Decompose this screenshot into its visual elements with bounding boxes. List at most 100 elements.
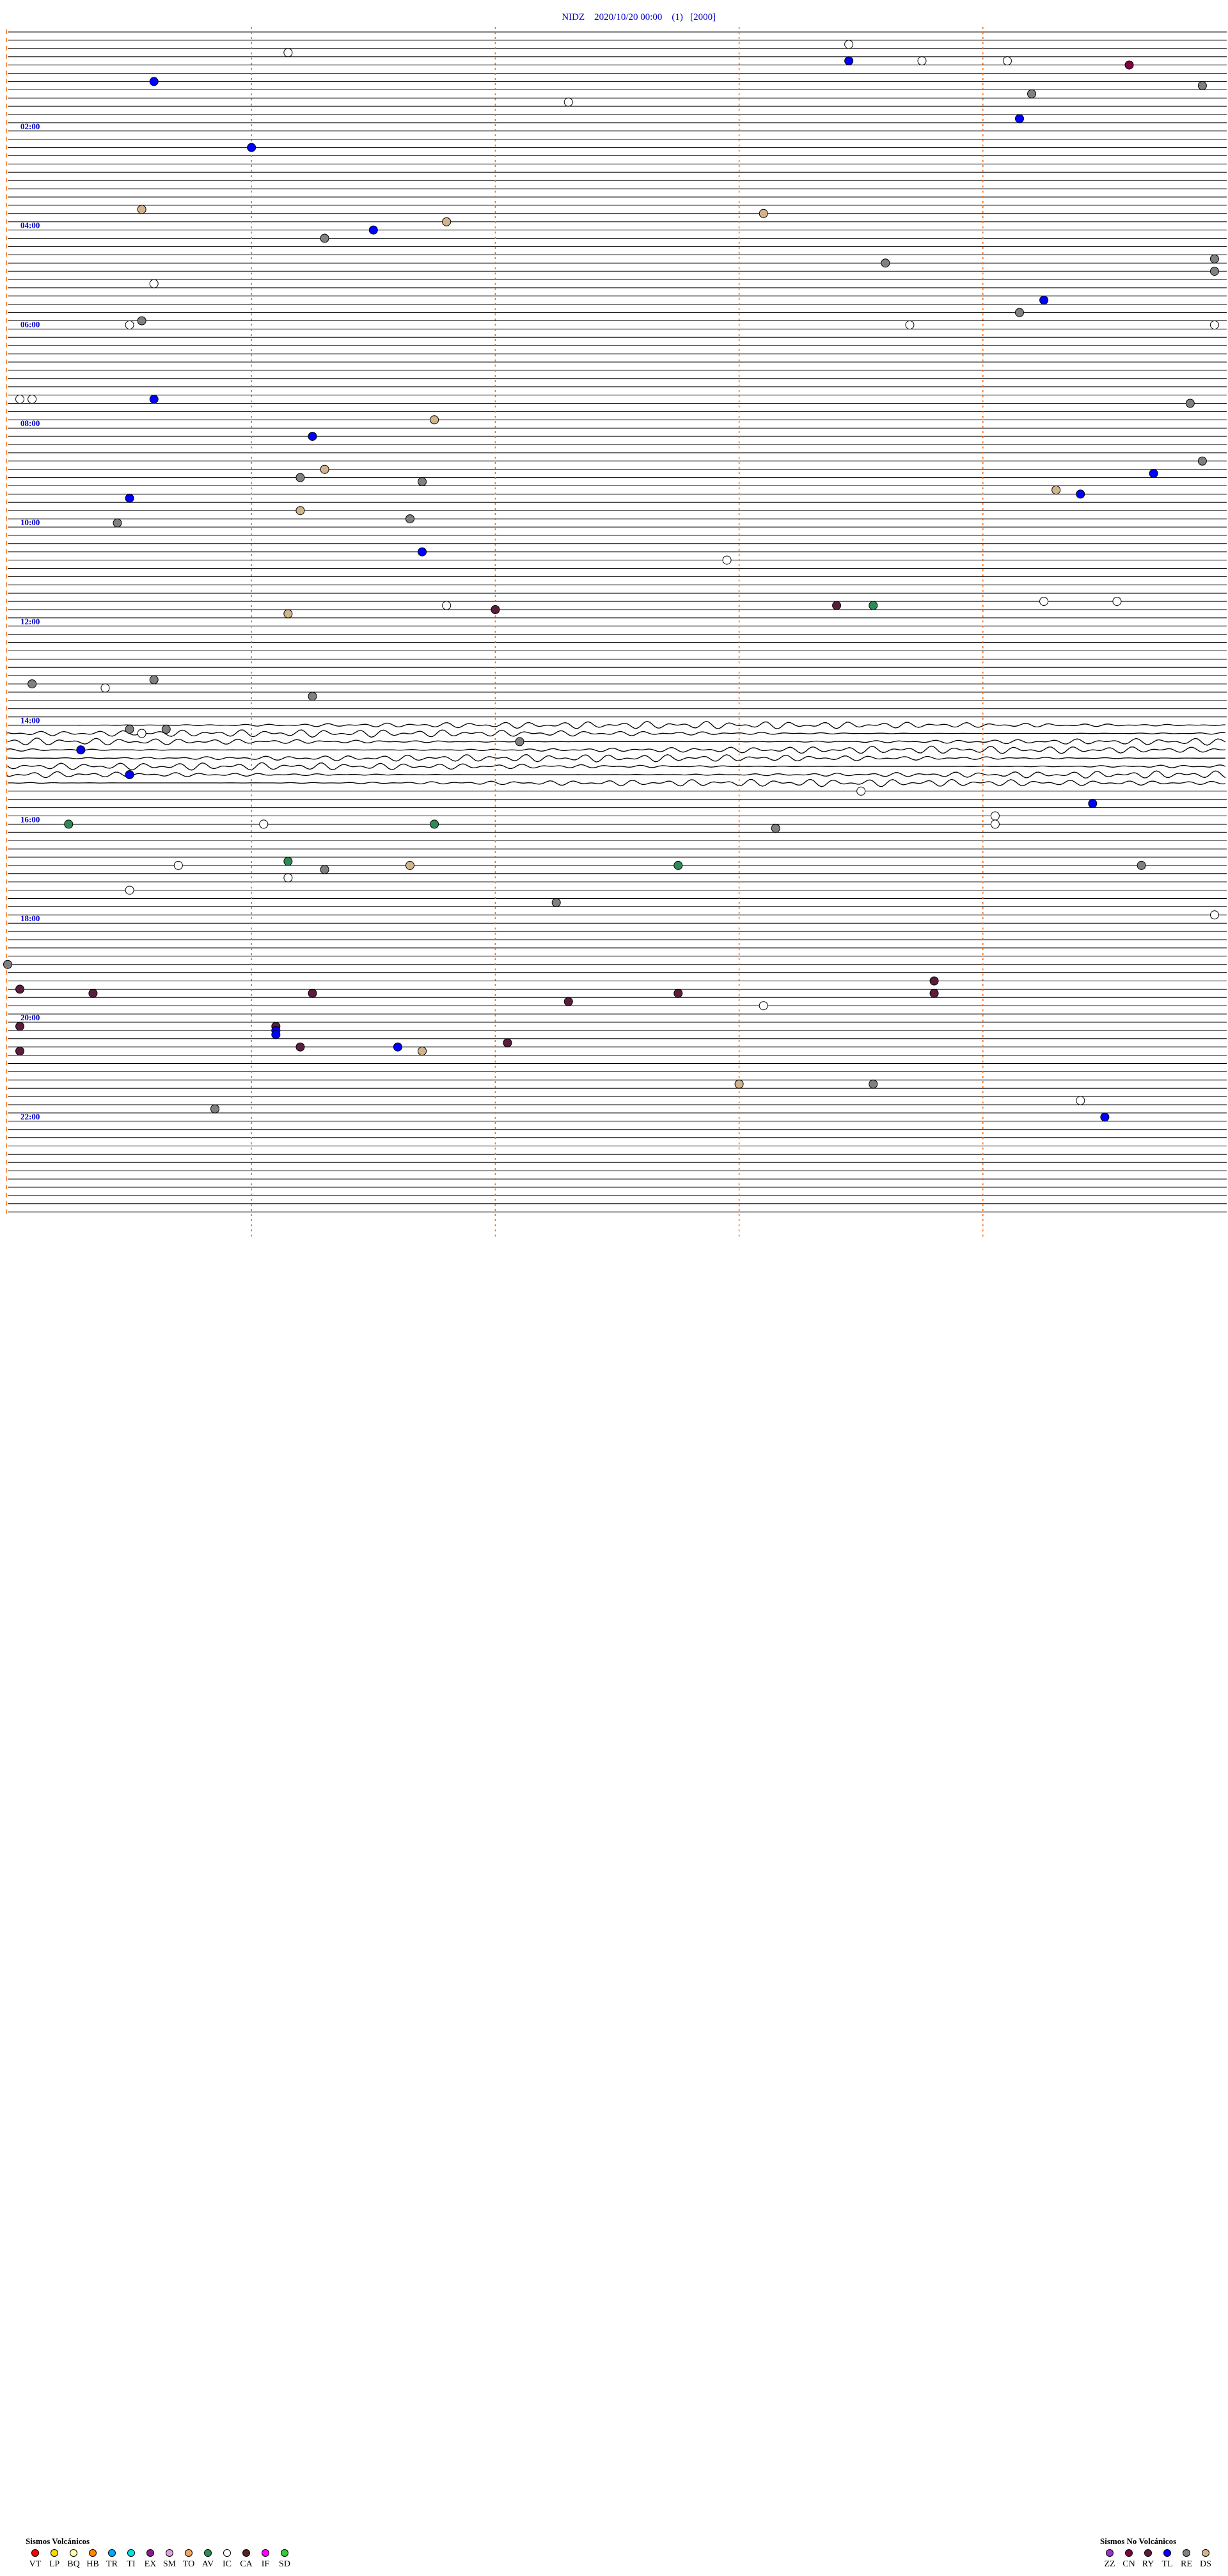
legend-swatch bbox=[242, 2549, 250, 2557]
legend-item-ic: IC bbox=[217, 2549, 237, 2570]
event-ry bbox=[308, 988, 317, 998]
event-ds bbox=[430, 415, 439, 425]
legend-swatch bbox=[185, 2549, 193, 2557]
event-ds bbox=[283, 609, 293, 619]
event-tl bbox=[76, 745, 86, 755]
event-re bbox=[771, 823, 780, 833]
event-ry bbox=[295, 1042, 305, 1052]
legend-swatch bbox=[146, 2549, 154, 2557]
event-tl bbox=[368, 225, 378, 235]
event-ic bbox=[722, 555, 732, 565]
legend-swatch bbox=[31, 2549, 39, 2557]
legend-item-re: RE bbox=[1177, 2549, 1196, 2570]
legend-label: CA bbox=[240, 2559, 253, 2569]
legend-label: CN bbox=[1122, 2559, 1135, 2569]
legend-item-ca: CA bbox=[237, 2549, 256, 2570]
hour-label: 16:00 bbox=[20, 814, 40, 824]
event-ic bbox=[28, 395, 37, 404]
legend-label: RE bbox=[1181, 2559, 1192, 2569]
event-re bbox=[3, 960, 12, 969]
event-av bbox=[430, 819, 439, 829]
plot-datetime: 2020/10/20 00:00 bbox=[594, 12, 663, 22]
legend-item-to: TO bbox=[179, 2549, 198, 2570]
legend-swatch bbox=[51, 2549, 58, 2557]
legend-swatch bbox=[262, 2549, 269, 2557]
event-tl bbox=[1039, 296, 1049, 305]
hour-label: 04:00 bbox=[20, 221, 40, 230]
trace-noisy bbox=[7, 745, 1226, 754]
legend-label: DS bbox=[1200, 2559, 1211, 2569]
trace-noisy bbox=[7, 729, 1226, 738]
event-ry bbox=[563, 997, 573, 1006]
event-ic bbox=[563, 97, 573, 107]
event-ry bbox=[15, 984, 25, 994]
event-re bbox=[161, 725, 171, 734]
event-ic bbox=[1039, 597, 1049, 606]
trace-lines bbox=[7, 31, 1227, 1213]
legend-label: TI bbox=[127, 2559, 136, 2569]
event-ic bbox=[283, 873, 293, 883]
station-name: NIDZ bbox=[562, 12, 585, 22]
event-ic bbox=[844, 40, 854, 49]
event-ds bbox=[137, 205, 146, 214]
hour-label: 18:00 bbox=[20, 913, 40, 923]
event-ic bbox=[1112, 597, 1122, 606]
legend-label: EX bbox=[144, 2559, 157, 2569]
legend-volcanic-title: Sismos Volcánicos bbox=[26, 2536, 90, 2546]
event-ic bbox=[173, 860, 183, 870]
legend-item-sd: SD bbox=[275, 2549, 294, 2570]
legend-nonvolcanic: Sismos No Volcánicos ZZ CN RY TL RE DS bbox=[1100, 2536, 1215, 2570]
event-tl bbox=[125, 493, 134, 503]
event-ic bbox=[15, 395, 25, 404]
event-ds bbox=[1051, 485, 1061, 494]
event-cn bbox=[1124, 60, 1134, 70]
event-re bbox=[1185, 399, 1195, 408]
hour-label: 08:00 bbox=[20, 418, 40, 428]
event-ry bbox=[673, 988, 683, 998]
event-re bbox=[125, 725, 134, 734]
legend-item-ds: DS bbox=[1196, 2549, 1215, 2570]
channel: (1) bbox=[672, 12, 683, 22]
event-re bbox=[210, 1104, 220, 1114]
event-tl bbox=[418, 547, 427, 557]
event-re bbox=[551, 897, 561, 907]
legend-label: VT bbox=[29, 2559, 42, 2569]
event-tl bbox=[149, 395, 159, 404]
event-av bbox=[673, 860, 683, 870]
event-ry bbox=[929, 976, 939, 986]
legend-item-av: AV bbox=[198, 2549, 217, 2570]
legend-swatch bbox=[70, 2549, 77, 2557]
event-tl bbox=[1088, 799, 1098, 809]
legend-label: HB bbox=[86, 2559, 99, 2569]
legend-item-if: IF bbox=[256, 2549, 275, 2570]
event-ry bbox=[929, 988, 939, 998]
event-ic bbox=[125, 320, 134, 329]
legend-swatch bbox=[89, 2549, 97, 2557]
event-re bbox=[881, 258, 890, 268]
event-ic bbox=[917, 56, 927, 66]
event-re bbox=[1027, 89, 1037, 99]
event-tl bbox=[1014, 114, 1024, 123]
event-ic bbox=[856, 786, 866, 796]
event-markers bbox=[3, 40, 1219, 1122]
event-ic bbox=[990, 811, 1000, 821]
legend-item-sm: SM bbox=[160, 2549, 179, 2570]
event-ic bbox=[905, 320, 915, 329]
trace-noisy bbox=[7, 754, 1225, 763]
event-re bbox=[295, 473, 305, 482]
event-ds bbox=[418, 1047, 427, 1056]
legend-item-bq: BQ bbox=[64, 2549, 83, 2570]
legend-item-tl: TL bbox=[1158, 2549, 1177, 2570]
event-re bbox=[137, 316, 146, 326]
event-re bbox=[1209, 254, 1219, 264]
legend-label: TL bbox=[1161, 2559, 1173, 2569]
event-re bbox=[1209, 267, 1219, 276]
legend-label: SM bbox=[162, 2559, 177, 2569]
trace-noisy bbox=[8, 778, 1226, 787]
event-tl bbox=[125, 770, 134, 779]
event-ic bbox=[1076, 1096, 1085, 1105]
event-re bbox=[113, 518, 122, 528]
trace-noisy bbox=[8, 721, 1226, 729]
event-re bbox=[1014, 308, 1024, 317]
event-ry bbox=[503, 1038, 512, 1048]
